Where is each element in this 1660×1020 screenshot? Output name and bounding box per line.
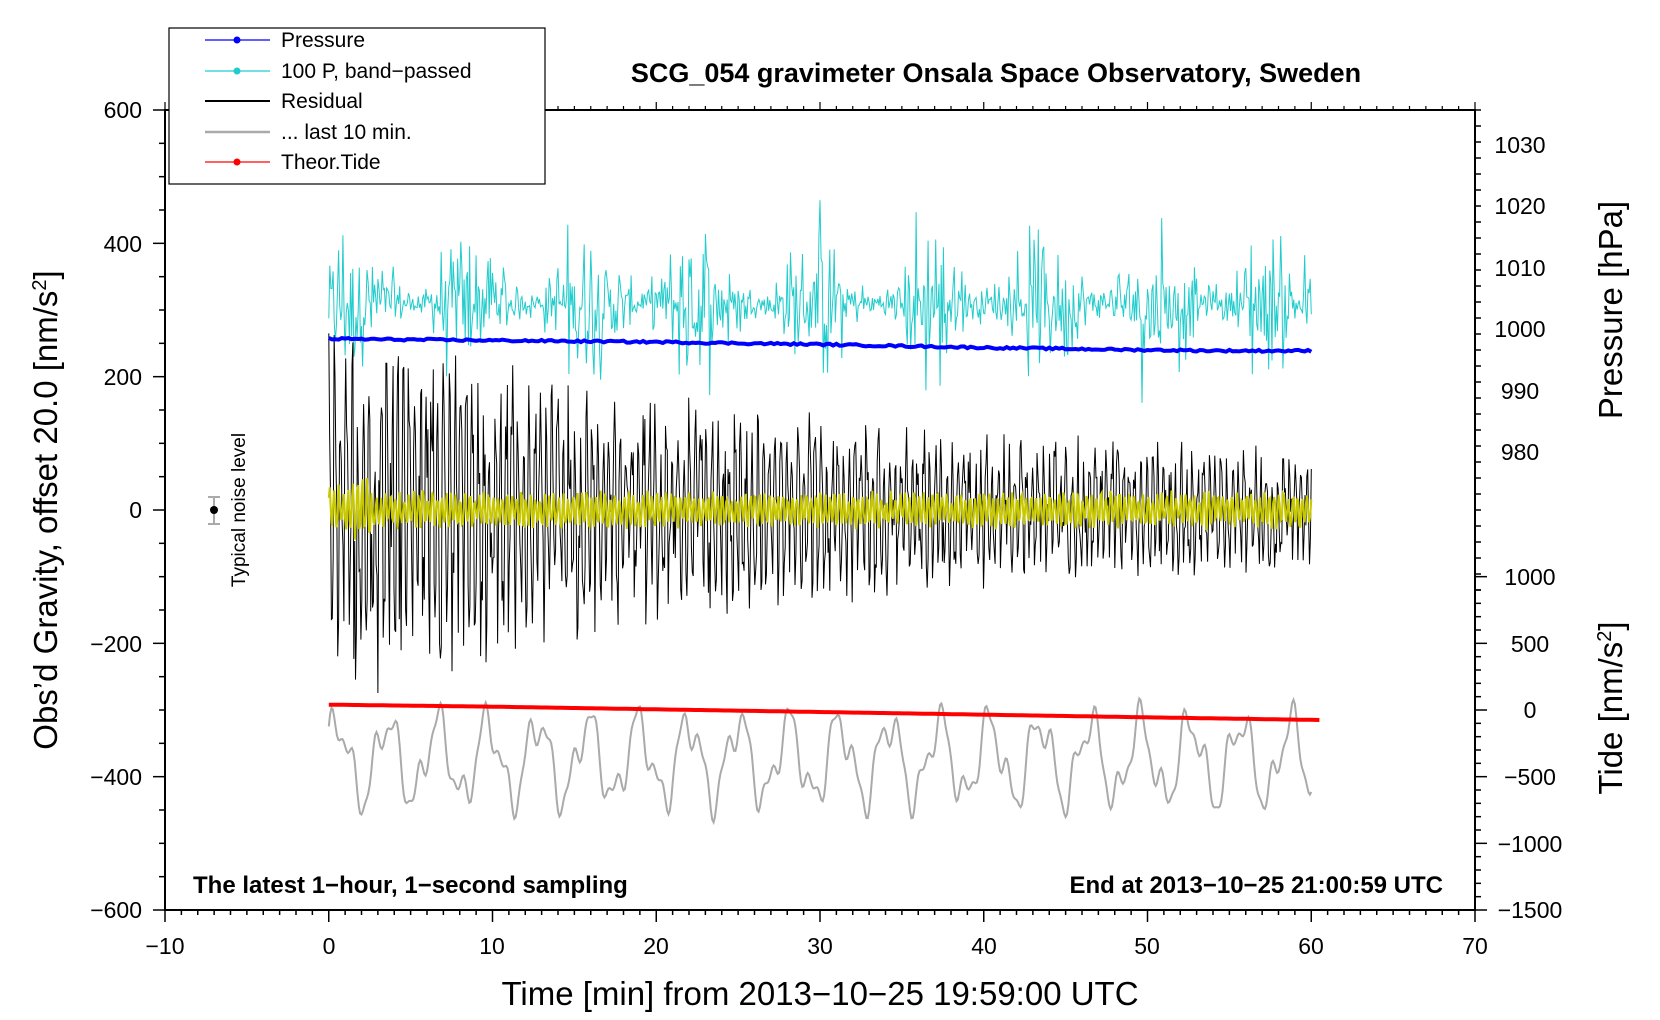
tide-tick-label: −500 bbox=[1504, 764, 1556, 790]
y-left-axis-title: Obs’d Gravity, offset 20.0 [nm/s2] bbox=[27, 270, 64, 749]
legend-box bbox=[168, 27, 546, 185]
pressure-tick-labels: 980 990 1000 1010 1020 1030 bbox=[1494, 132, 1545, 465]
legend-marker-band-passed bbox=[233, 67, 241, 75]
legend-label-last-10-min: ... last 10 min. bbox=[281, 121, 412, 144]
tide-tick-label: 1000 bbox=[1504, 564, 1555, 590]
legend-marker-theor-tide bbox=[233, 158, 241, 166]
x-tick-label: 70 bbox=[1462, 933, 1488, 959]
series-pressure bbox=[327, 336, 1313, 354]
y-left-tick-label: 600 bbox=[104, 97, 142, 123]
x-tick-label: 40 bbox=[971, 933, 997, 959]
noise-level-marker bbox=[208, 496, 220, 525]
pressure-axis-title: Pressure [hPa] bbox=[1592, 201, 1629, 419]
x-tick-label: 20 bbox=[643, 933, 669, 959]
x-tick-label: 0 bbox=[323, 933, 336, 959]
y-left-tick-labels: −600 −400 −200 0 200 400 600 bbox=[90, 97, 142, 923]
legend-label-pressure: Pressure bbox=[281, 29, 365, 52]
y-left-tick-label: 400 bbox=[104, 231, 142, 257]
pressure-tick-label: 1000 bbox=[1494, 316, 1545, 342]
legend: Pressure 100 P, band−passed Residual ...… bbox=[168, 27, 546, 185]
legend-marker-pressure bbox=[233, 36, 241, 44]
y-left-tick-label: 200 bbox=[104, 364, 142, 390]
y-left-tick-label: −600 bbox=[90, 897, 142, 923]
noise-level-point bbox=[210, 506, 218, 514]
y-left-tick-label: −400 bbox=[90, 764, 142, 790]
pressure-tick-label: 980 bbox=[1501, 439, 1539, 465]
series-band-passed-pressure bbox=[328, 200, 1312, 403]
tide-tick-label: 500 bbox=[1511, 631, 1549, 657]
pressure-tick-label: 1030 bbox=[1494, 132, 1545, 158]
x-axis-title: Time [min] from 2013−10−25 19:59:00 UTC bbox=[501, 975, 1138, 1012]
series-band-passed-residual bbox=[327, 478, 1313, 540]
y-left-tick-label: −200 bbox=[90, 631, 142, 657]
end-time-note: End at 2013−10−25 21:00:59 UTC bbox=[1069, 872, 1443, 899]
x-tick-label: −10 bbox=[145, 933, 184, 959]
tide-tick-label: −1500 bbox=[1498, 897, 1563, 923]
series-residual bbox=[328, 333, 1312, 694]
pressure-tick-label: 1020 bbox=[1494, 193, 1545, 219]
noise-level-label: Typical noise level bbox=[229, 433, 250, 587]
x-tick-label: 60 bbox=[1298, 933, 1324, 959]
series-theor-tide bbox=[328, 702, 1320, 722]
x-tick-label: 50 bbox=[1134, 933, 1160, 959]
legend-label-theor-tide: Theor.Tide bbox=[281, 151, 381, 174]
x-tick-label: 30 bbox=[807, 933, 833, 959]
tide-tick-labels: −1500 −1000 −500 0 500 1000 bbox=[1498, 564, 1563, 923]
x-tick-labels: −10 0 10 20 30 40 50 60 70 bbox=[145, 933, 1487, 959]
y-left-tick-label: 0 bbox=[129, 497, 142, 523]
series-last-10-min bbox=[327, 696, 1313, 826]
pressure-tick-label: 990 bbox=[1501, 378, 1539, 404]
tide-tick-label: −1000 bbox=[1498, 831, 1563, 857]
tide-axis-title: Tide [nm/s2] bbox=[1592, 621, 1629, 794]
pressure-tick-label: 1010 bbox=[1494, 255, 1545, 281]
legend-label-band-passed: 100 P, band−passed bbox=[281, 60, 472, 83]
x-tick-label: 10 bbox=[479, 933, 505, 959]
legend-label-residual: Residual bbox=[281, 90, 363, 113]
tide-tick-label: 0 bbox=[1524, 697, 1537, 723]
sampling-note: The latest 1−hour, 1−second sampling bbox=[193, 872, 628, 899]
chart-title: SCG_054 gravimeter Onsala Space Observat… bbox=[631, 58, 1361, 88]
series-layer bbox=[327, 200, 1320, 826]
axis-ticks bbox=[153, 102, 1487, 922]
